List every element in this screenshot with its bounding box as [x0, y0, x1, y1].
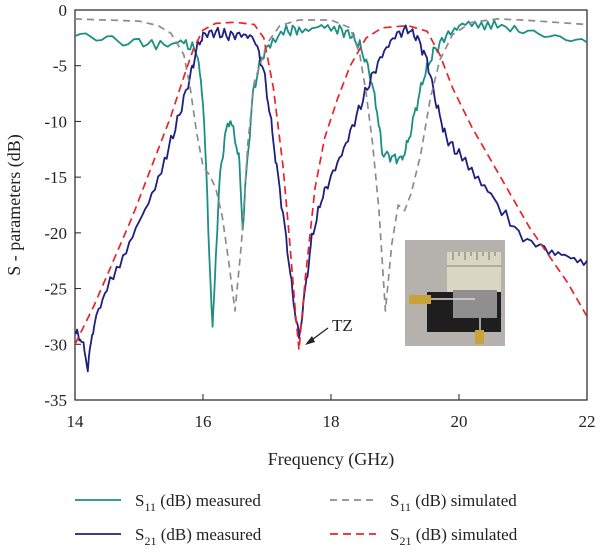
y-axis: 0 -5 -10 -15 -20 -25 -30 -35 [44, 1, 81, 410]
legend-label-rest: (dB) measured [156, 491, 261, 510]
y-tick-label: -5 [53, 57, 67, 76]
x-tick-label: 16 [195, 412, 212, 431]
sma-connector-bottom [475, 330, 484, 344]
legend-label-sub: 11 [144, 500, 156, 514]
y-tick-label: -20 [44, 224, 67, 243]
tz-label: TZ [332, 316, 353, 335]
y-tick-label: 0 [59, 1, 68, 20]
legend-label: S21 (dB) simulated [390, 525, 518, 548]
legend-label-main: S [135, 525, 144, 544]
filter-photo-inset [405, 240, 505, 346]
series-line [75, 18, 587, 312]
legend-label-main: S [135, 491, 144, 510]
legend-label: S21 (dB) measured [135, 525, 262, 548]
tz-arrowhead [305, 336, 315, 345]
x-tick-label: 14 [67, 412, 85, 431]
tz-annotation: TZ [305, 316, 353, 345]
series-line [75, 24, 587, 373]
legend-label-sub: 21 [399, 534, 411, 548]
legend-label-rest: (dB) simulated [411, 525, 517, 544]
legend-label: S11 (dB) measured [135, 491, 261, 514]
x-tick-label: 20 [451, 412, 468, 431]
y-tick-label: -30 [44, 335, 67, 354]
y-tick-label: -10 [44, 112, 67, 131]
legend-label-main: S [390, 491, 399, 510]
x-tick-label: 22 [579, 412, 596, 431]
legend-label-sub: 11 [399, 500, 411, 514]
pcb-circuit [453, 290, 497, 318]
x-tick-label: 18 [323, 412, 340, 431]
legend-label-main: S [390, 525, 399, 544]
legend-label-rest: (dB) measured [156, 525, 261, 544]
sma-connector-left [409, 295, 431, 304]
y-tick-label: -25 [44, 280, 67, 299]
y-tick-label: -35 [44, 391, 67, 410]
ruler-ticks [452, 252, 496, 260]
legend-label-rest: (dB) simulated [411, 491, 517, 510]
legend-label: S11 (dB) simulated [390, 491, 517, 514]
series-layer [75, 18, 587, 373]
y-axis-label: S - parameters (dB) [4, 134, 25, 275]
series-line [75, 19, 587, 328]
x-axis-label: Frequency (GHz) [268, 449, 394, 470]
plot-area-frame [74, 9, 588, 401]
legend-label-sub: 21 [144, 534, 156, 548]
series-line [75, 21, 587, 351]
x-axis: 14 16 18 20 22 [67, 394, 596, 431]
y-tick-label: -15 [44, 168, 67, 187]
